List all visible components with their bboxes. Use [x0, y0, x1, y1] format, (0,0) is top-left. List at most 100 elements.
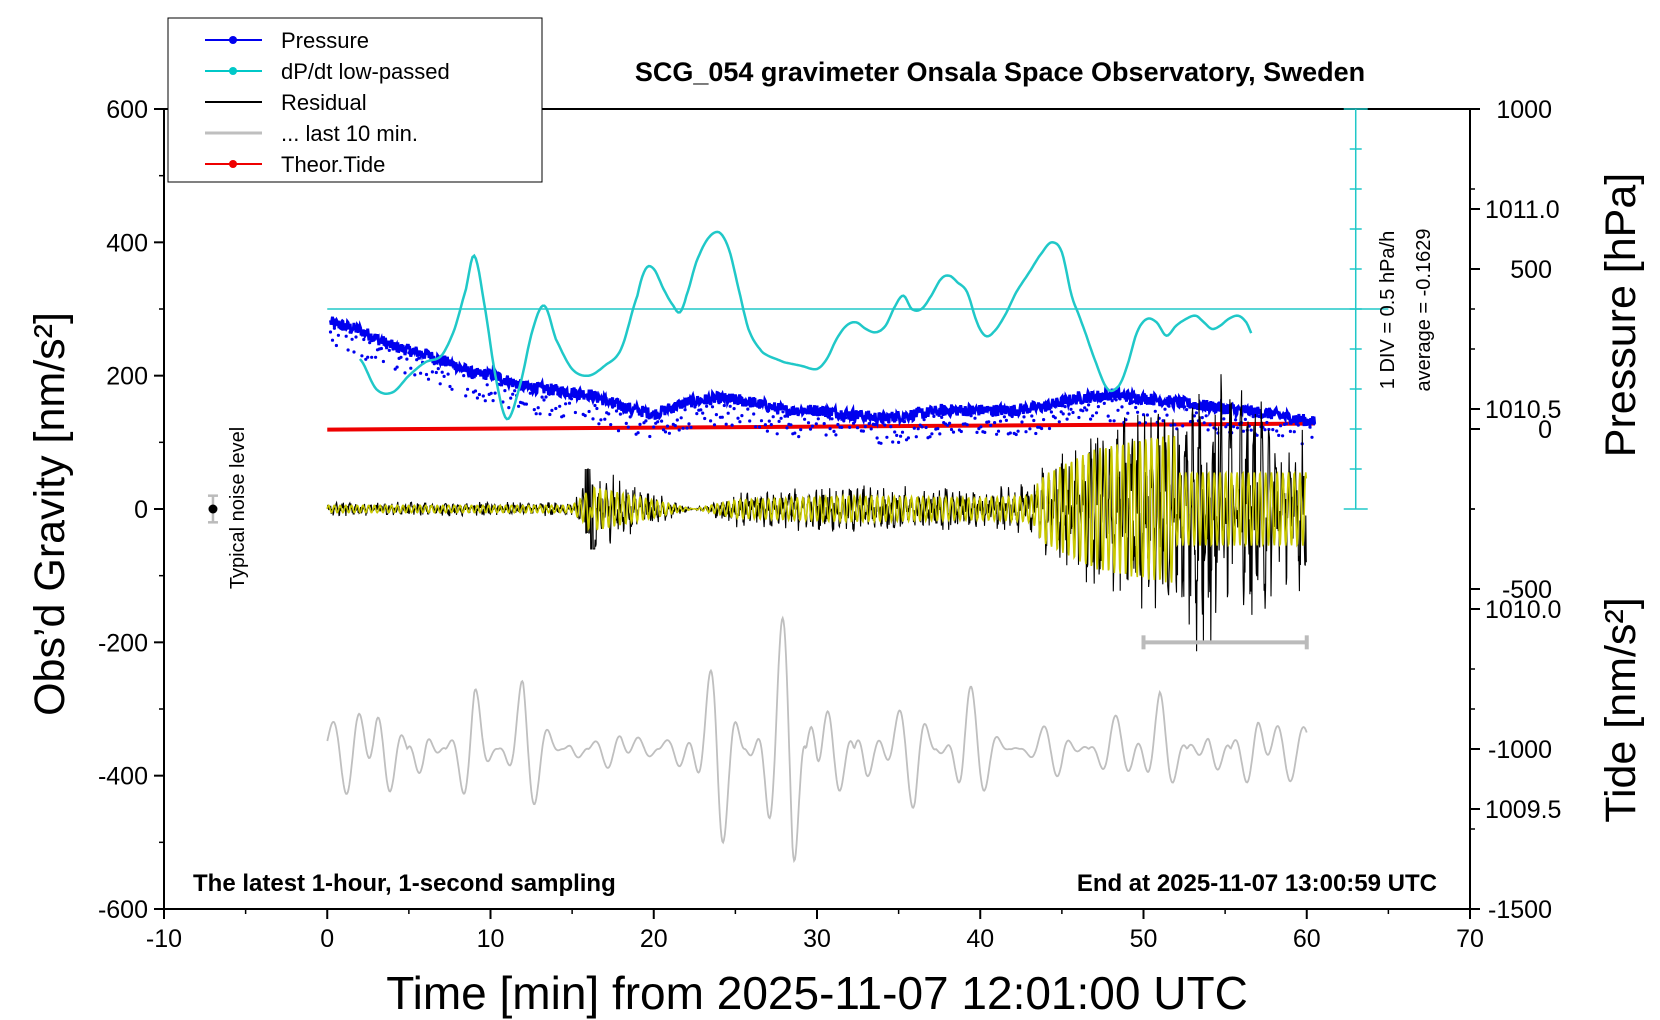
- tide-tick-label: 0: [1538, 416, 1552, 444]
- pressure-point: [916, 427, 920, 431]
- pressure-point: [830, 417, 834, 421]
- pressure-point: [1057, 420, 1061, 424]
- pressure-point: [803, 417, 807, 421]
- pressure-point: [628, 415, 632, 419]
- pressure-point: [1249, 428, 1253, 432]
- pressure-point: [432, 362, 436, 366]
- pressure-point: [1085, 408, 1089, 412]
- pressure-point: [1077, 415, 1081, 420]
- pressure-point: [705, 404, 709, 408]
- pressure-point: [638, 422, 642, 426]
- pressure-point: [1181, 424, 1185, 428]
- pressure-point: [336, 333, 340, 337]
- pressure-point: [673, 424, 677, 428]
- pressure-point: [622, 408, 627, 412]
- pressure-point: [1171, 401, 1175, 405]
- legend-label: Theor.Tide: [281, 152, 385, 177]
- pressure-point: [630, 409, 634, 413]
- pressure-point: [393, 367, 397, 371]
- pressure-point: [566, 392, 570, 396]
- pressure-point: [754, 425, 758, 429]
- pressure-point: [448, 384, 452, 389]
- pressure-point: [468, 370, 472, 374]
- pressure-point: [1279, 424, 1283, 428]
- pressure-point: [818, 409, 822, 413]
- pressure-point: [1032, 418, 1036, 423]
- pressure-point: [1022, 415, 1026, 419]
- pressure-point: [1065, 417, 1069, 421]
- legend-items: Pressure dP/dt low-passed Residual ... last…: [205, 28, 450, 177]
- gravity-tick-label: 200: [106, 363, 148, 391]
- pressure-point: [814, 422, 818, 426]
- pressure-point: [1008, 431, 1012, 435]
- dpdt-line: [358, 230, 1253, 421]
- pressure-point: [836, 422, 840, 427]
- pressure-point: [810, 424, 815, 428]
- pressure-point: [632, 406, 636, 410]
- pressure-point: [422, 352, 427, 356]
- pressure-point: [996, 429, 1001, 433]
- pressure-point: [1185, 408, 1189, 412]
- pressure-point: [740, 414, 744, 418]
- pressure-point: [965, 423, 969, 427]
- pressure-point: [732, 407, 736, 411]
- gravity-tick-label: 0: [134, 496, 148, 524]
- x-tick-label: 70: [1456, 925, 1484, 953]
- pressure-point: [366, 355, 370, 359]
- pressure-point: [691, 401, 695, 405]
- pressure-point: [569, 397, 574, 401]
- x-tick-label: -10: [146, 925, 182, 953]
- pressure-point: [534, 412, 538, 416]
- pressure-point: [797, 435, 801, 439]
- tide-tick-label: -1000: [1488, 736, 1552, 764]
- pressure-point: [342, 326, 346, 330]
- pressure-point: [1110, 399, 1114, 403]
- pressure-point: [789, 423, 793, 427]
- pressure-point: [464, 394, 468, 398]
- pressure-point: [446, 372, 450, 376]
- pressure-point: [350, 337, 354, 341]
- pressure-point: [440, 370, 444, 374]
- pressure-point: [1281, 434, 1285, 438]
- pressure-point: [530, 388, 534, 392]
- pressure-point: [1028, 427, 1032, 431]
- pressure-point: [1232, 425, 1236, 429]
- pressure-point: [998, 419, 1003, 423]
- pressure-point: [663, 430, 668, 434]
- pressure-point: [816, 417, 820, 421]
- pressure-point: [511, 392, 515, 396]
- pressure-point: [526, 387, 531, 391]
- gravity-tick-label: 400: [106, 229, 148, 257]
- pressure-point: [895, 433, 899, 437]
- dpdt-series: [327, 108, 1389, 510]
- pressure-point: [683, 408, 687, 412]
- pressure-point: [989, 423, 993, 427]
- pressure-point: [867, 422, 871, 426]
- y-axis-tide-label: Tide [nm/s²]: [1597, 597, 1645, 822]
- pressure-point: [658, 413, 662, 417]
- pressure-point: [756, 404, 760, 408]
- x-axis-label: Time [min] from 2025-11-07 12:01:00 UTC: [386, 967, 1248, 1019]
- pressure-point: [597, 422, 601, 426]
- pressure-point: [1126, 411, 1130, 415]
- noise-level-label: Typical noise level: [227, 427, 249, 589]
- pressure-point: [395, 365, 399, 369]
- pressure-point: [899, 434, 903, 438]
- pressure-point: [524, 402, 529, 406]
- pressure-point: [1290, 420, 1294, 424]
- pressure-point: [799, 428, 803, 432]
- pressure-point: [914, 435, 918, 439]
- pressure-point: [812, 412, 817, 416]
- pressure-point: [1100, 395, 1104, 399]
- axis-ticks: -10 0 10 20 30 40 50 60 70 -600 -400 -200 0 200 400 600…: [98, 96, 1562, 953]
- pressure-point: [1167, 404, 1171, 408]
- pressure-point: [1163, 407, 1167, 411]
- pressure-point: [1042, 418, 1046, 422]
- pressure-point: [507, 406, 511, 410]
- pressure-point: [689, 425, 693, 429]
- pressure-point: [822, 422, 826, 426]
- pressure-point: [879, 441, 883, 445]
- tide-line: [327, 421, 1315, 432]
- pressure-point: [374, 355, 378, 359]
